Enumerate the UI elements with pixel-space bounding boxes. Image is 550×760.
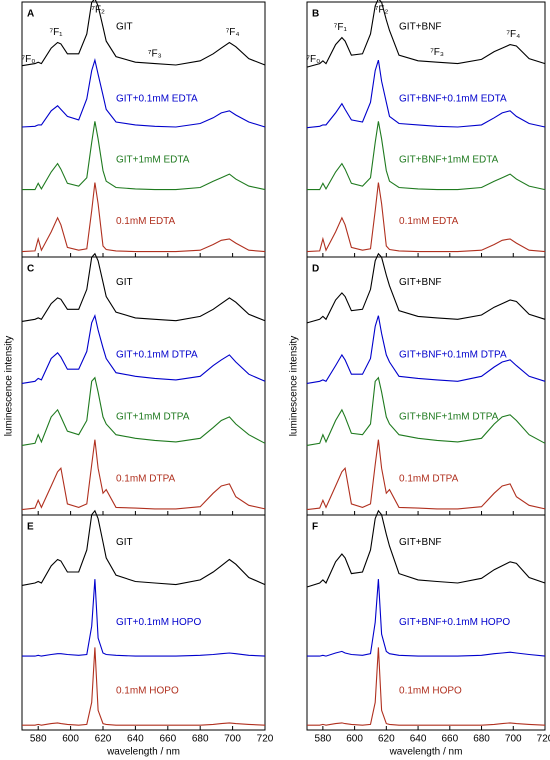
panel-letter: C	[27, 264, 34, 275]
spectrum-line	[21, 313, 266, 384]
spectrum-line	[21, 252, 266, 322]
series-label: GIT+BNF	[399, 22, 442, 33]
x-tick-label: 580	[30, 734, 47, 745]
peak-annotation: ⁷F₄	[506, 29, 520, 40]
spectrum-line	[306, 0, 546, 68]
spectrum-line	[21, 376, 266, 446]
panel-letter: A	[27, 9, 34, 20]
peak-annotation: ⁷F₁	[334, 22, 348, 33]
spectrum-line	[306, 509, 546, 588]
series-label: GIT+BNF	[399, 277, 442, 288]
peak-annotation: ⁷F₂	[375, 5, 389, 16]
series-label: GIT+BNF+1mM DTPA	[399, 412, 499, 423]
series-label: 0.1mM EDTA	[116, 216, 176, 227]
series-label: GIT+0.1mM DTPA	[116, 350, 198, 361]
spectrum-line	[306, 376, 546, 446]
spectrum-line	[306, 315, 546, 384]
series-label: GIT+1mM EDTA	[116, 155, 190, 166]
panel-letter: E	[27, 522, 34, 533]
spectrum-line	[21, 439, 266, 511]
spectrum-line	[22, 579, 266, 657]
peak-annotation: ⁷F₂	[91, 5, 105, 16]
y-axis-label: luminescence intensity	[4, 336, 15, 437]
x-tick-label: 660	[441, 734, 458, 745]
peak-annotation: ⁷F₁	[49, 27, 63, 38]
peak-annotation: ⁷F₀	[306, 54, 320, 65]
series-label: GIT+0.1mM HOPO	[116, 617, 202, 628]
spectrum-line	[307, 647, 546, 726]
panel-frame	[306, 514, 546, 731]
spectrum-line	[22, 647, 266, 726]
series-label: GIT+BNF+0.1mM HOPO	[399, 617, 510, 628]
series-label: GIT	[116, 22, 133, 33]
x-axis-label: wavelength / nm	[106, 747, 180, 758]
y-axis-label: luminescence intensity	[289, 336, 300, 437]
x-tick-label: 660	[159, 734, 176, 745]
series-label: GIT+0.1mM EDTA	[116, 93, 198, 104]
spectrum-line	[307, 121, 546, 191]
x-tick-label: 640	[127, 734, 144, 745]
x-tick-label: 600	[62, 734, 79, 745]
series-label: GIT+BNF	[399, 537, 442, 548]
x-tick-label: 680	[473, 734, 490, 745]
peak-annotation: ⁷F₃	[148, 48, 162, 59]
series-label: GIT+BNF+1mM EDTA	[399, 155, 499, 166]
series-label: GIT	[116, 537, 133, 548]
series-label: GIT+BNF+0.1mM EDTA	[399, 93, 507, 104]
spectrum-line	[306, 182, 546, 253]
x-tick-label: 580	[315, 734, 332, 745]
spectrum-line	[307, 579, 546, 657]
series-label: GIT+BNF+0.1mM DTPA	[399, 350, 507, 361]
x-tick-label: 700	[505, 734, 522, 745]
spectrum-line	[306, 439, 546, 511]
series-label: 0.1mM DTPA	[116, 474, 176, 485]
spectrum-line	[21, 509, 266, 586]
x-axis-label: wavelength / nm	[389, 747, 463, 758]
series-label: 0.1mM HOPO	[116, 685, 179, 696]
peak-annotation: ⁷F₃	[430, 47, 444, 58]
spectrum-line	[21, 57, 266, 128]
series-label: GIT+1mM DTPA	[116, 412, 190, 423]
x-tick-label: 720	[537, 734, 550, 745]
spectrum-line	[22, 121, 266, 191]
series-label: GIT	[116, 277, 133, 288]
x-tick-label: 620	[378, 734, 395, 745]
x-tick-label: 720	[257, 734, 274, 745]
x-tick-label: 640	[410, 734, 427, 745]
spectrum-line	[306, 59, 546, 129]
x-tick-label: 620	[95, 734, 112, 745]
peak-annotation: ⁷F₄	[226, 27, 240, 38]
peak-annotation: ⁷F₀	[22, 54, 36, 65]
series-label: 0.1mM HOPO	[399, 685, 462, 696]
panel-letter: F	[312, 522, 318, 533]
x-tick-label: 600	[346, 734, 363, 745]
panel-letter: B	[312, 9, 319, 20]
series-label: 0.1mM DTPA	[399, 474, 459, 485]
x-tick-label: 680	[192, 734, 209, 745]
panel-frame	[21, 514, 266, 731]
spectrum-line	[306, 252, 546, 324]
x-tick-label: 700	[224, 734, 241, 745]
panel-letter: D	[312, 264, 319, 275]
spectrum-line	[21, 182, 266, 253]
series-label: 0.1mM EDTA	[399, 216, 459, 227]
spectrum-line	[21, 0, 266, 67]
